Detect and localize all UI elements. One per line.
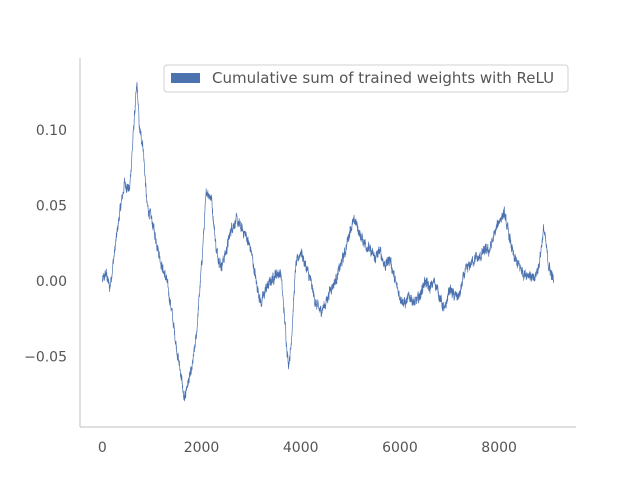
x-tick-label: 8000 — [481, 440, 517, 456]
y-tick-label: −0.05 — [24, 350, 67, 366]
y-tick-label: 0.05 — [36, 198, 67, 214]
legend-label: Cumulative sum of trained weights with R… — [212, 69, 554, 87]
x-tick-label: 6000 — [382, 440, 418, 456]
y-tick-label: 0.10 — [36, 123, 67, 139]
series-layer — [101, 82, 554, 402]
legend-box — [163, 64, 569, 93]
y-tick-labels: −0.05 0.00 0.05 0.10 — [24, 123, 67, 366]
legend: Cumulative sum of trained weights with R… — [163, 64, 569, 93]
x-tick-label: 0 — [98, 440, 107, 456]
y-tick-label: 0.00 — [36, 274, 67, 290]
series-line — [101, 82, 554, 402]
legend-swatch — [171, 73, 200, 83]
x-tick-label: 4000 — [283, 440, 319, 456]
x-tick-labels: 0 2000 4000 6000 8000 — [98, 440, 517, 456]
axes — [79, 58, 576, 428]
x-tick-label: 2000 — [184, 440, 220, 456]
